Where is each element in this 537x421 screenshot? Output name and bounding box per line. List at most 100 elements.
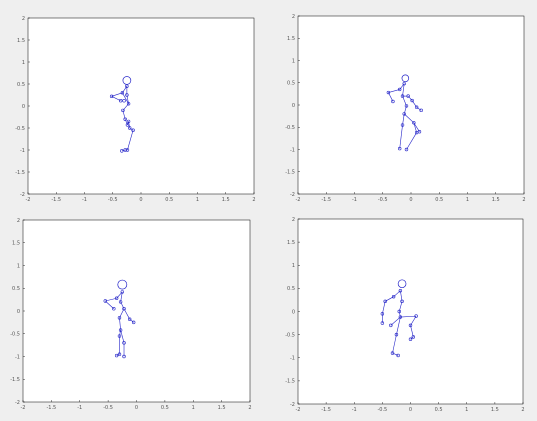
x-tick-label: -1.5 [51,197,61,203]
skeleton-joint [126,119,131,124]
skeleton-joint [380,321,385,325]
x-tick-label: 0.5 [165,197,173,203]
skeleton-bone [119,330,121,337]
skeleton-bone [407,95,413,101]
y-tick-label: 0.5 [287,286,295,292]
skeleton-bone [392,334,397,354]
y-tick-label: -1 [290,147,295,153]
skeleton-joint [419,108,423,113]
skeleton-joint [114,353,119,358]
y-tick-label: 0 [292,103,295,109]
skeleton-joint [400,123,405,127]
skeleton-joint [397,87,402,92]
x-tick-label: 1 [196,197,199,203]
skeleton-bone [406,132,417,150]
x-tick-label: -1 [352,407,357,413]
skeleton-joint [125,93,129,97]
chart-panel-top-right: -2 -1.5 -1 -0.5 0 0.5 1 1.5 2 2 1.5 1 0.5 0 -0.5 -1 -1.5… [279,6,533,208]
y-tick-label: -2 [290,192,295,198]
x-tick-label: -2 [296,407,301,413]
skeleton-bone [404,113,415,124]
y-tick-label: 0 [22,104,25,110]
skeleton-bone [129,127,134,131]
skeleton-bone [400,290,403,302]
skeleton-joint [414,314,418,318]
y-tick-label: 0.5 [12,286,20,292]
skeleton-bone [105,297,117,302]
skeleton-joint [398,315,403,319]
skeleton-bone [123,308,130,320]
skeleton-bone [396,316,401,335]
y-tick-label: -0.5 [285,125,295,131]
x-tick-label: -0.5 [108,197,118,203]
skeleton-joint [127,126,132,130]
skeleton-joint [122,307,126,311]
skeleton-joint [125,123,130,127]
y-tick-label: 0 [292,309,295,315]
skeleton-bone [402,95,407,107]
skeleton-joint [414,105,419,109]
x-tick-label: -1 [77,405,82,411]
skeleton-head [401,74,410,83]
skeleton-joint [122,354,126,359]
x-tick-label: -0.5 [378,197,388,203]
skeleton-head [397,279,407,289]
skeleton-joint [120,91,125,95]
y-tick-label: 1.5 [287,36,295,42]
chart-panel-top-left: -2 -1.5 -1 -0.5 0 0.5 1 1.5 2 2 1.5 1 0.5 0 -0.5 -1 -1.5… [4,10,266,211]
skeleton-head [122,76,132,85]
x-tick-label: -2 [26,197,31,203]
x-tick-label: -0.5 [103,405,113,411]
y-tick-label: 1 [292,263,295,269]
skeleton-bone [399,124,403,149]
chart-panel-bottom-left: -2 -1.5 -1 -0.5 0 0.5 1 1.5 2 2 1.5 1 0.5 0 -0.5 -1 -1.5… [4,214,266,417]
y-tick-label: -1 [15,354,20,360]
y-tick-label: -2 [20,192,25,198]
y-tick-label: -1.5 [285,379,295,385]
skeleton-joint [103,299,107,303]
skeleton-joint [125,84,129,88]
skeleton-bone [410,336,414,340]
y-tick-label: 0 [17,309,20,315]
x-tick-label: 0.5 [435,407,443,413]
skeleton-joint [114,296,119,300]
x-tick-label: 2 [521,407,524,413]
y-tick-label: 1.5 [17,38,25,44]
skeleton-joint [126,102,131,106]
skeleton-joint [383,299,387,304]
chart-panel-bottom-right: -2 -1.5 -1 -0.5 0 0.5 1 1.5 2 2 1.5 1 0.5 0 -0.5 -1 -1.5… [279,213,533,417]
x-tick-label: 0 [409,407,412,413]
skeleton-joint [117,316,122,320]
x-tick-label: -1 [352,197,357,203]
y-tick-label: -0.5 [285,332,295,338]
skeleton-bone [111,92,123,97]
skeleton-joint [117,334,122,338]
y-tick-label: 0.5 [17,82,25,88]
skeleton-joint [118,300,123,304]
x-tick-label: 2 [252,197,255,203]
skeleton-joint [109,94,114,99]
x-tick-label: 0 [139,197,142,203]
skeleton-bone [129,318,134,323]
y-tick-label: -0.5 [10,332,20,338]
x-tick-label: 1 [465,407,468,413]
skeleton-bone [400,315,417,318]
y-tick-label: -1.5 [15,170,25,176]
y-tick-label: -1 [290,356,295,362]
skeleton-bone [124,119,128,126]
skeleton-bone [398,301,403,312]
skeleton-joint [389,323,393,328]
x-tick-label: 0.5 [435,197,443,203]
skeleton-joint [123,117,127,121]
skeleton-joint [417,129,422,134]
y-tick-label: -1 [20,148,25,154]
skeleton-head [117,279,128,290]
skeleton-joint [402,81,406,86]
skeleton-joint [391,294,396,299]
skeleton-joint [120,290,125,294]
x-tick-label: -1.5 [321,197,331,203]
skeleton-bone [122,92,129,104]
skeleton-joint [125,148,130,152]
y-tick-label: -2 [15,400,20,406]
skeleton-joint [131,128,135,132]
